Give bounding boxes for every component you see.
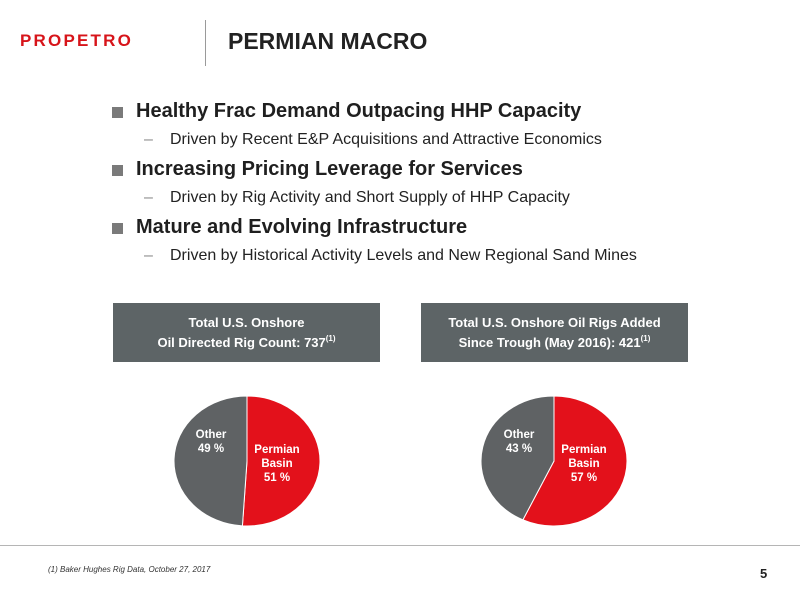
pie-label-permian: Permian Basin 57 % bbox=[561, 444, 607, 484]
header-divider bbox=[205, 20, 206, 66]
bullet-heading: Increasing Pricing Leverage for Services bbox=[136, 158, 523, 180]
sub-bullet-item-3: – Driven by Historical Activity Levels a… bbox=[112, 246, 752, 274]
rig-count-panel-header: Total U.S. Onshore Oil Directed Rig Coun… bbox=[113, 303, 380, 362]
sub-bullet-text: Driven by Rig Activity and Short Supply … bbox=[170, 189, 570, 206]
rigs-added-panel-header: Total U.S. Onshore Oil Rigs Added Since … bbox=[421, 303, 688, 362]
sub-bullet-text: Driven by Historical Activity Levels and… bbox=[170, 247, 637, 264]
propetro-logo: PROPETRO bbox=[20, 31, 134, 50]
bullet-item-1: Healthy Frac Demand Outpacing HHP Capaci… bbox=[112, 100, 752, 130]
panel-title-line1: Total U.S. Onshore bbox=[188, 315, 305, 330]
sub-bullet-item-1: – Driven by Recent E&P Acquisitions and … bbox=[112, 130, 752, 158]
pie-slice-permian bbox=[522, 395, 628, 527]
footnote: (1) Baker Hughes Rig Data, October 27, 2… bbox=[48, 565, 211, 574]
dash-icon: – bbox=[144, 131, 153, 148]
bullet-item-2: Increasing Pricing Leverage for Services bbox=[112, 158, 752, 188]
bullet-item-3: Mature and Evolving Infrastructure bbox=[112, 216, 752, 246]
pie-slice-other bbox=[480, 395, 555, 521]
footnote-ref: (1) bbox=[640, 333, 651, 343]
panel-title-line2: Oil Directed Rig Count: 737(1) bbox=[157, 333, 336, 350]
bullet-list: Healthy Frac Demand Outpacing HHP Capaci… bbox=[112, 100, 752, 274]
bullet-heading: Mature and Evolving Infrastructure bbox=[136, 216, 468, 238]
bullet-square-icon bbox=[112, 223, 123, 234]
bullet-square-icon bbox=[112, 165, 123, 176]
bullet-heading: Healthy Frac Demand Outpacing HHP Capaci… bbox=[136, 100, 582, 122]
pie-chart-rigs-added bbox=[480, 395, 628, 527]
panel-title-line1: Total U.S. Onshore Oil Rigs Added bbox=[448, 315, 661, 330]
pie-slice-other bbox=[173, 395, 248, 527]
pie-label-other: Other 43 % bbox=[503, 429, 535, 455]
pie-slice-permian bbox=[241, 395, 321, 527]
pie-label-other: Other 49 % bbox=[195, 429, 227, 455]
footer-divider bbox=[0, 545, 800, 546]
sub-bullet-item-2: – Driven by Rig Activity and Short Suppl… bbox=[112, 188, 752, 216]
page-title: PERMIAN MACRO bbox=[228, 28, 428, 54]
dash-icon: – bbox=[144, 247, 153, 264]
bullet-square-icon bbox=[112, 107, 123, 118]
footnote-ref: (1) bbox=[325, 333, 336, 343]
pie-chart-rig-count bbox=[173, 395, 321, 527]
panel-title-line2: Since Trough (May 2016): 421(1) bbox=[458, 333, 651, 350]
pie-label-permian: Permian Basin 51 % bbox=[254, 444, 300, 484]
sub-bullet-text: Driven by Recent E&P Acquisitions and At… bbox=[170, 131, 602, 148]
dash-icon: – bbox=[144, 189, 153, 206]
page-number: 5 bbox=[760, 566, 768, 581]
